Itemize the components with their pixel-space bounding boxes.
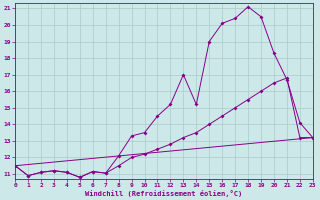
X-axis label: Windchill (Refroidissement éolien,°C): Windchill (Refroidissement éolien,°C)	[85, 190, 243, 197]
